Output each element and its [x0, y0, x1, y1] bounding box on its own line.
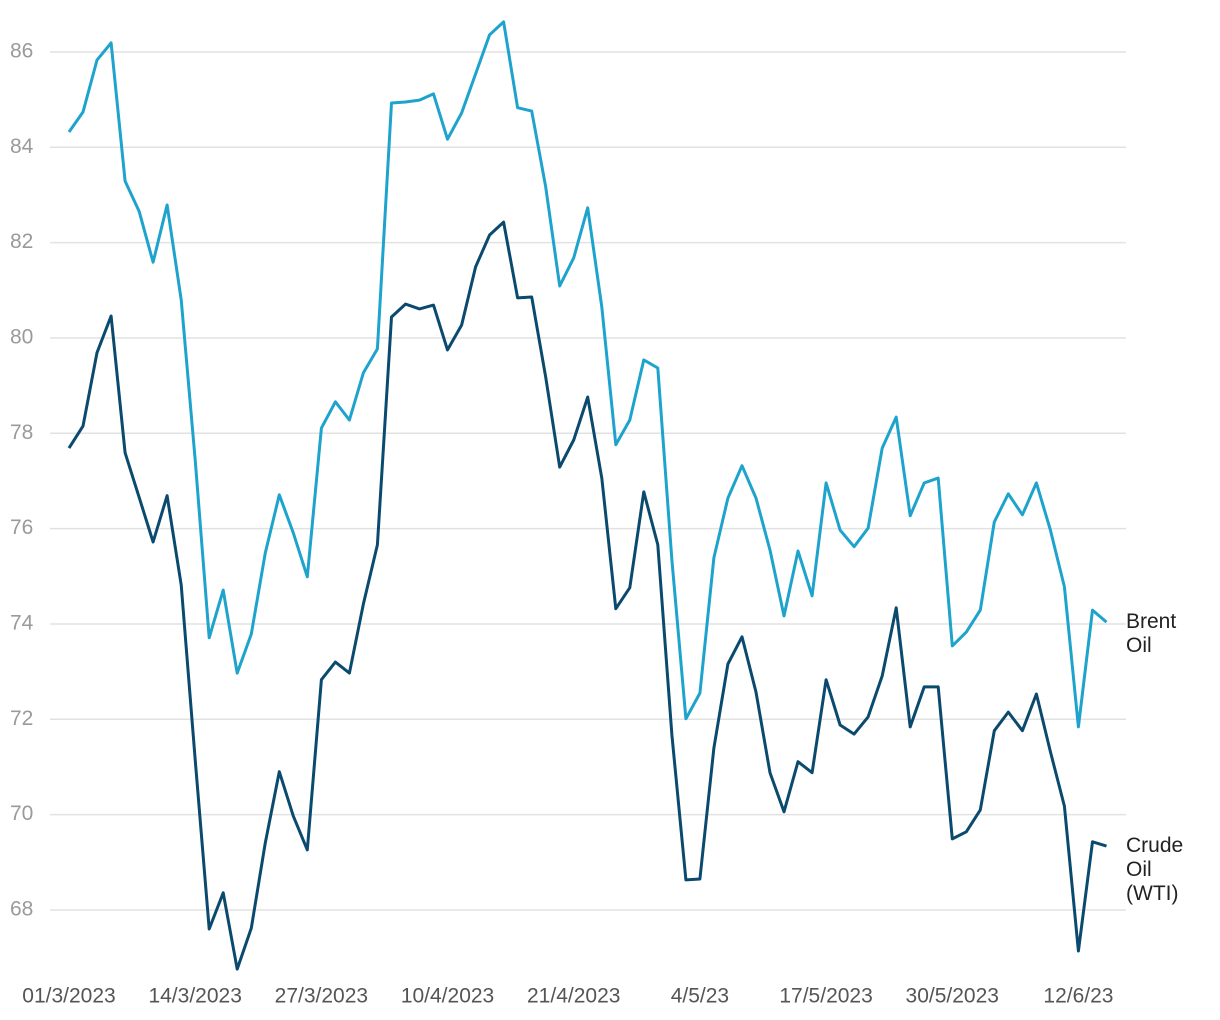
x-tick-label: 30/5/2023	[906, 985, 999, 1008]
x-tick-label: 4/5/23	[671, 985, 729, 1008]
x-tick-label: 14/3/2023	[148, 985, 241, 1008]
x-tick-label: 21/4/2023	[527, 985, 620, 1008]
x-tick-label: 17/5/2023	[779, 985, 872, 1008]
y-tick-label: 70	[10, 802, 33, 825]
series-line	[67, 220, 1107, 971]
y-tick-label: 84	[10, 135, 34, 158]
y-tick-label: 80	[10, 326, 33, 349]
x-tick-label: 01/3/2023	[22, 985, 115, 1008]
x-tick-label: 27/3/2023	[275, 985, 368, 1008]
x-tick-label: 12/6/23	[1043, 985, 1113, 1008]
y-tick-label: 76	[10, 516, 33, 539]
series-line	[67, 20, 1108, 729]
y-tick-label: 86	[10, 40, 33, 63]
y-tick-label: 74	[10, 612, 34, 635]
y-tick-label: 68	[10, 898, 33, 921]
y-tick-label: 82	[10, 230, 33, 253]
series-label: Crude Oil (WTI)	[1126, 834, 1184, 906]
y-tick-label: 72	[10, 707, 33, 730]
x-tick-label: 10/4/2023	[401, 985, 494, 1008]
series-label: Brent Oil	[1126, 610, 1177, 658]
y-tick-label: 78	[10, 421, 33, 444]
